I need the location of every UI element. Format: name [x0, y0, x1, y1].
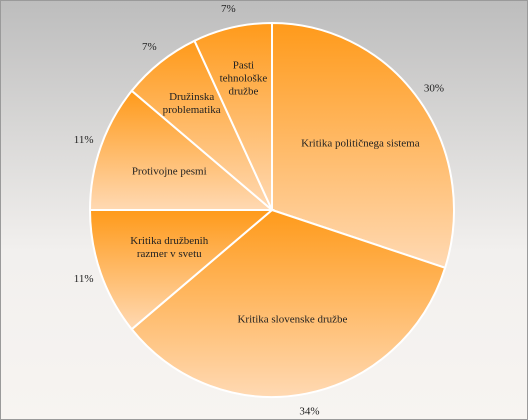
- pie-slice: [271, 21, 455, 270]
- pie-slice: [88, 209, 275, 331]
- slice-label: Kritika političnega sistema: [301, 137, 420, 150]
- pie-slice: [130, 208, 447, 398]
- pie-slice: [193, 21, 273, 211]
- slice-label: Kritika slovenske družbe: [237, 313, 348, 326]
- slice-label: Kritika družbenih razmer v svetu: [130, 235, 209, 260]
- value-label: 7%: [221, 3, 236, 15]
- value-label: 34%: [299, 406, 319, 418]
- value-label: 30%: [424, 83, 444, 95]
- value-label: 11%: [74, 134, 94, 146]
- value-label: 11%: [74, 273, 94, 285]
- slice-label: Družinska problematika: [162, 90, 221, 116]
- value-label: 7%: [142, 41, 157, 53]
- slice-label: Protivojne pesmi: [131, 165, 207, 178]
- slice-label: Pasti tehnološke družbe: [219, 59, 268, 98]
- pie-slice: [88, 89, 275, 211]
